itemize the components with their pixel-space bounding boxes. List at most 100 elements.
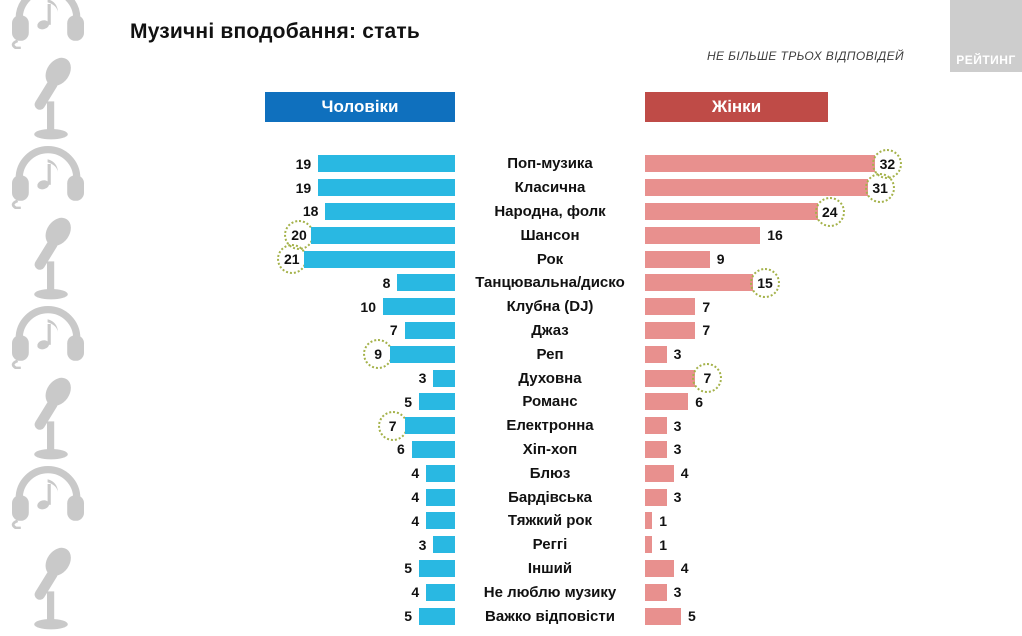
men-cell: 4	[255, 464, 455, 482]
women-bar	[645, 274, 753, 292]
microphone-icon	[34, 377, 71, 460]
men-bar	[426, 583, 455, 601]
men-bar	[426, 488, 455, 506]
men-cell: 9	[255, 339, 455, 370]
men-cell: 5	[255, 559, 455, 577]
category-label: Народна, фолк	[494, 202, 606, 220]
chart-row: 3 Реггі 1	[255, 533, 975, 557]
chart-row: 4 Блюз 4	[255, 461, 975, 485]
women-value-label: 5	[688, 608, 696, 625]
women-value-label: 7	[702, 298, 711, 315]
women-bar	[645, 393, 689, 411]
women-bar	[645, 369, 696, 387]
women-bar	[645, 179, 869, 197]
women-bar	[645, 250, 710, 268]
men-bar	[419, 607, 455, 625]
chart-row: 7 Джаз 7	[255, 319, 975, 343]
survey-note: НЕ БІЛЬШЕ ТРЬОХ ВІДПОВІДЕЙ	[706, 49, 904, 63]
women-bar	[645, 203, 818, 220]
women-bar	[645, 488, 667, 506]
chart-row: 7 Електронна 3	[255, 410, 975, 441]
women-cell: 16	[645, 226, 965, 244]
chart-rows: 19 Поп-музика 32 19 Класична 31 1 8 Народ…	[255, 148, 975, 628]
men-cell: 3	[255, 369, 455, 387]
women-cell: 6	[645, 393, 965, 411]
women-cell: 5	[645, 607, 965, 625]
women-bar	[645, 155, 876, 173]
men-bar	[303, 250, 455, 268]
headphones-icon	[11, 466, 84, 530]
men-bar	[404, 417, 455, 435]
chart-row: 5 Романс 6	[255, 390, 975, 414]
women-cell: 7	[645, 298, 965, 316]
category-label: Поп-музика	[507, 155, 593, 173]
women-value-label: 4	[680, 465, 689, 482]
women-cell: 32	[645, 148, 965, 179]
women-cell: 9	[645, 250, 965, 268]
men-value-label: 10	[360, 298, 376, 315]
men-value-label: 19	[295, 155, 312, 172]
rating-logo: РЕЙТИНГ	[950, 0, 1022, 72]
women-value-label: 15	[750, 267, 780, 298]
men-cell: 4	[255, 583, 455, 601]
men-bar	[383, 298, 455, 316]
chart-row: 4 Бардівська 3	[255, 485, 975, 509]
men-value-label: 21	[276, 244, 307, 275]
men-cell: 7	[255, 321, 455, 339]
men-bar	[419, 393, 455, 411]
chart-row: 21 Рок 9	[255, 244, 975, 275]
men-cell: 6	[255, 440, 455, 458]
women-cell: 4	[645, 464, 965, 482]
category-label: Не люблю музику	[483, 583, 617, 601]
men-cell: 10	[255, 298, 455, 316]
men-value-label: 5	[404, 393, 412, 410]
category-label: Реггі	[532, 536, 568, 554]
headphones-icon	[11, 0, 84, 50]
women-bar	[645, 464, 674, 482]
men-bar	[411, 440, 455, 458]
category-label: Бардівська	[508, 488, 592, 506]
women-value-label: 3	[673, 584, 682, 601]
category-label: Рок	[536, 250, 564, 268]
men-bar	[433, 369, 455, 387]
women-bar	[645, 417, 667, 435]
microphone-icon	[34, 57, 71, 140]
women-value-label: 3	[673, 417, 682, 434]
men-value-label: 3	[418, 370, 427, 387]
men-value-label: 4	[411, 584, 420, 601]
men-bar	[404, 321, 455, 339]
women-cell: 31	[645, 172, 965, 203]
men-value-label: 7	[377, 410, 408, 441]
chart-row: 20 Шансон 16	[255, 220, 975, 251]
men-cell: 7	[255, 410, 455, 441]
men-bar	[318, 179, 455, 197]
women-value-label: 3	[673, 346, 682, 363]
men-column-header: Чоловіки	[265, 92, 455, 122]
men-bar	[426, 512, 455, 530]
category-label: Класична	[514, 179, 586, 197]
women-bar	[645, 536, 653, 554]
chart-row: 10 Клубна (DJ) 7	[255, 295, 975, 319]
chart-row: 4 Не люблю музику 3	[255, 580, 975, 604]
women-cell: 3	[645, 488, 965, 506]
men-cell: 3	[255, 536, 455, 554]
men-bar	[397, 274, 455, 292]
category-label: Клубна (DJ)	[506, 298, 594, 316]
women-value-label: 7	[692, 363, 723, 394]
category-label: Важко відповісти	[485, 607, 615, 625]
men-value-label: 5	[404, 560, 412, 577]
headphones-icon	[11, 146, 84, 210]
men-cell: 4	[255, 488, 455, 506]
men-value-label: 8	[382, 274, 391, 291]
men-value-label: 4	[411, 465, 420, 482]
category-label: Романс	[522, 393, 578, 411]
women-cell: 1	[645, 536, 965, 554]
men-value-label: 19	[295, 179, 312, 196]
men-value-label: 4	[411, 512, 420, 529]
women-bar	[645, 512, 653, 530]
category-label: Шансон	[520, 226, 580, 244]
microphone-icon	[34, 547, 71, 630]
women-cell: 7	[645, 321, 965, 339]
women-bar	[645, 607, 681, 625]
